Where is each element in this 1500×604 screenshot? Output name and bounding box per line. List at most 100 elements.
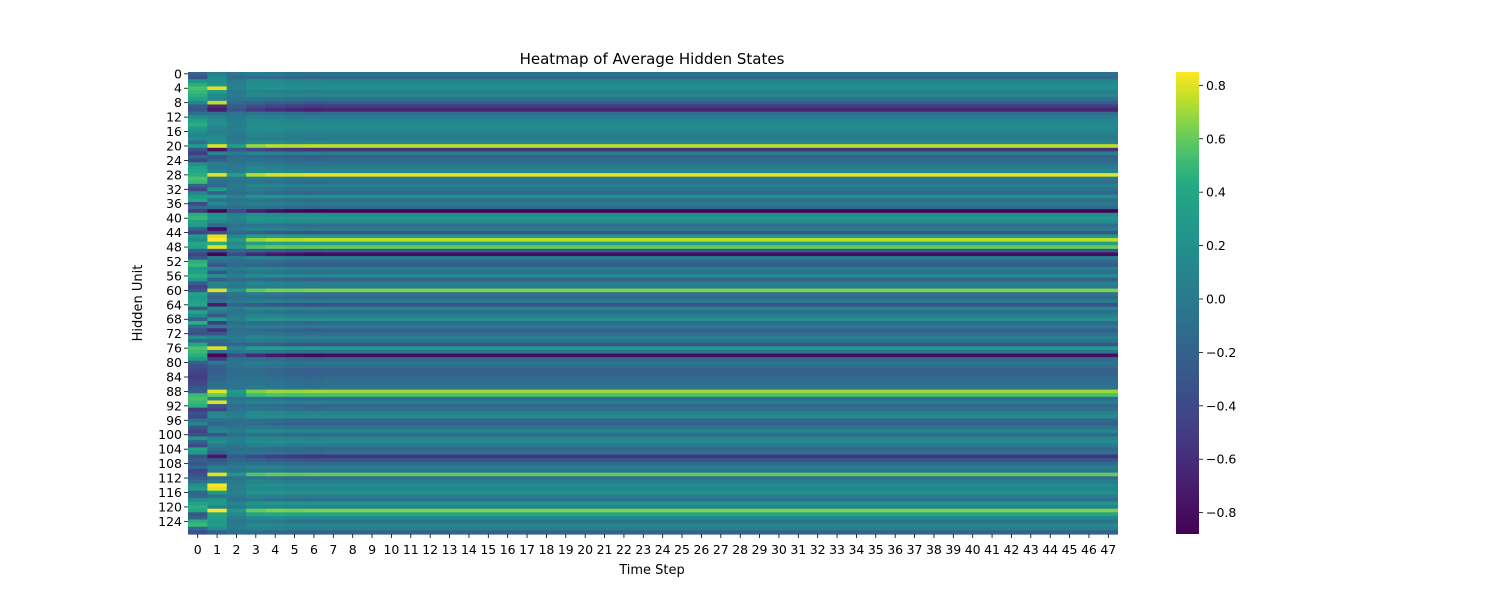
heatmap-cell <box>323 201 1119 207</box>
heatmap-cell <box>265 111 286 116</box>
heatmap-cell <box>226 317 247 322</box>
heatmap-cell <box>226 458 247 463</box>
heatmap-cell <box>323 118 1119 124</box>
heatmap-cell <box>265 339 286 344</box>
heatmap-cell <box>284 461 305 467</box>
heatmap-cell <box>284 335 305 340</box>
heatmap-cell <box>207 230 228 236</box>
x-tick-label: 22 <box>616 542 632 557</box>
heatmap-cells <box>188 72 1119 535</box>
heatmap-cell <box>323 349 1119 355</box>
heatmap-cell <box>265 281 286 286</box>
heatmap-cell <box>207 183 228 189</box>
heatmap-cell <box>323 115 1119 120</box>
heatmap-cell <box>323 151 1119 156</box>
heatmap-cell <box>188 284 208 290</box>
heatmap-cell <box>226 194 247 199</box>
heatmap-cell <box>246 425 267 430</box>
heatmap-cell <box>207 198 228 203</box>
y-tick-label: 76 <box>166 341 182 356</box>
heatmap-cell <box>265 176 286 181</box>
heatmap-cell <box>323 418 1119 423</box>
heatmap-cell <box>226 476 247 481</box>
heatmap-cell <box>265 241 286 246</box>
heatmap-cell <box>226 490 247 495</box>
heatmap-cell <box>323 144 1119 149</box>
heatmap-cell <box>226 501 247 506</box>
heatmap-cell <box>323 230 1119 236</box>
heatmap-cell <box>246 389 267 394</box>
heatmap-cell <box>323 209 1119 214</box>
heatmap-cell <box>284 404 305 409</box>
heatmap-cell <box>323 266 1119 272</box>
heatmap-cell <box>188 191 208 196</box>
heatmap-cell <box>284 418 305 423</box>
heatmap-cell <box>226 386 247 391</box>
heatmap-cell <box>323 310 1119 315</box>
heatmap-cell <box>284 284 305 290</box>
heatmap-cell <box>188 79 208 84</box>
heatmap-cell <box>284 183 305 189</box>
heatmap-cell <box>304 256 325 261</box>
heatmap-cell <box>304 79 325 84</box>
heatmap-cell <box>304 418 325 423</box>
y-tick-label: 12 <box>166 110 182 125</box>
heatmap-cell <box>304 317 325 322</box>
heatmap-cell <box>207 194 228 199</box>
heatmap-cell <box>323 136 1119 142</box>
heatmap-cell <box>284 82 305 88</box>
heatmap-cell <box>246 472 267 477</box>
heatmap-cell <box>304 191 325 196</box>
y-tick-label: 104 <box>158 442 182 457</box>
heatmap-cell <box>265 277 286 282</box>
x-tick-label: 41 <box>984 542 1000 557</box>
heatmap-cell <box>226 219 247 225</box>
heatmap-cell <box>246 299 267 304</box>
heatmap-cell <box>265 219 286 225</box>
heatmap-cell <box>246 151 267 156</box>
heatmap-cell <box>226 144 247 149</box>
heatmap-cell <box>265 418 286 423</box>
heatmap-cell <box>304 180 325 185</box>
heatmap-cell <box>304 508 325 513</box>
heatmap-cell <box>226 248 247 254</box>
heatmap-cell <box>207 140 228 145</box>
heatmap-cell <box>284 256 305 261</box>
heatmap-cell <box>226 104 247 109</box>
heatmap-cell <box>207 487 228 492</box>
heatmap-cell <box>265 519 286 524</box>
heatmap-cell <box>246 519 267 524</box>
heatmap-cell <box>284 281 305 286</box>
heatmap-cell <box>188 342 208 347</box>
heatmap-cell <box>323 432 1119 438</box>
heatmap-cell <box>207 454 228 459</box>
heatmap-cell <box>188 82 208 88</box>
heatmap-cell <box>207 191 228 196</box>
heatmap-cell <box>188 389 208 394</box>
heatmap-cell <box>207 108 228 113</box>
heatmap-cell <box>188 432 208 438</box>
heatmap-cell <box>284 72 305 77</box>
heatmap-cell <box>284 270 305 275</box>
heatmap-cell <box>265 425 286 430</box>
heatmap-cell <box>284 508 305 513</box>
heatmap-cell <box>226 136 247 142</box>
heatmap-cell <box>323 490 1119 495</box>
heatmap-cell <box>246 393 267 398</box>
y-tick-label: 92 <box>166 398 182 413</box>
heatmap-cell <box>304 238 325 243</box>
y-tick-label: 60 <box>166 283 182 298</box>
heatmap-cell <box>226 472 247 477</box>
heatmap-cell <box>323 263 1119 268</box>
heatmap-cell <box>323 317 1119 322</box>
heatmap-cell <box>246 497 267 503</box>
heatmap-cell <box>207 151 228 156</box>
heatmap-cell <box>284 349 305 355</box>
x-tick-label: 12 <box>422 542 438 557</box>
heatmap-cell <box>284 158 305 163</box>
heatmap-cell <box>226 129 247 134</box>
heatmap-cell <box>284 490 305 495</box>
heatmap-cell <box>207 342 228 347</box>
heatmap-cell <box>323 411 1119 416</box>
heatmap-cell <box>284 479 305 485</box>
